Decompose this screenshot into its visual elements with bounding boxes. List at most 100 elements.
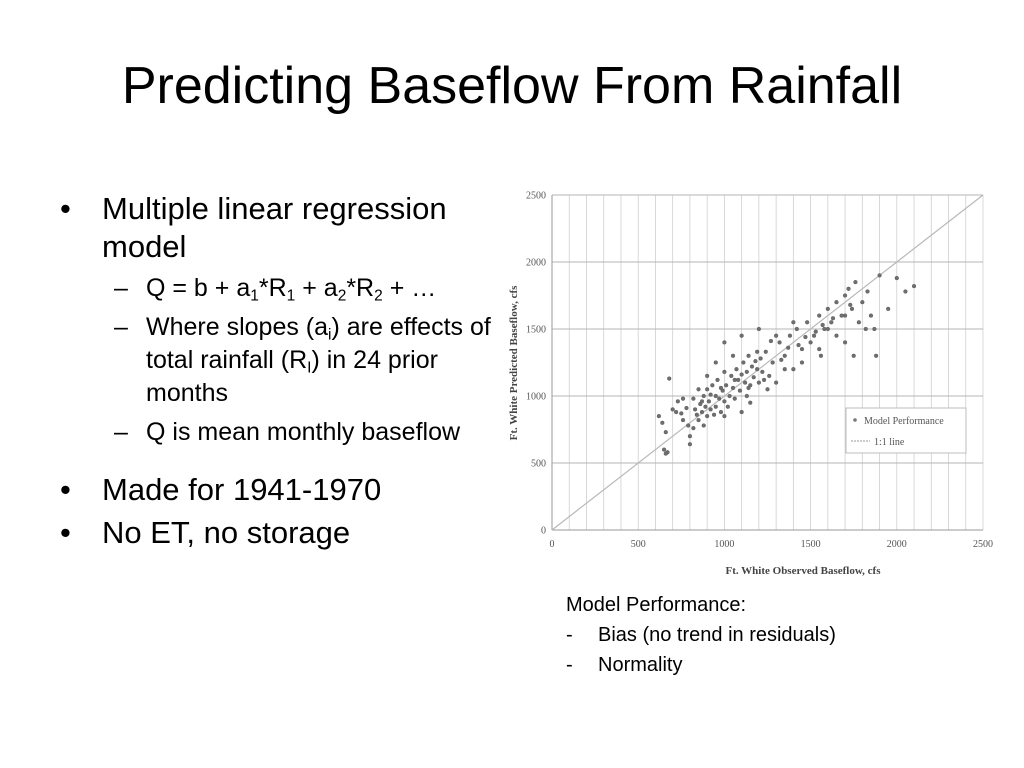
data-point bbox=[705, 414, 710, 419]
legend-marker bbox=[853, 418, 857, 422]
data-point bbox=[848, 302, 853, 307]
data-point bbox=[696, 387, 701, 392]
data-point bbox=[822, 326, 827, 332]
data-point bbox=[667, 376, 672, 381]
data-point bbox=[691, 396, 696, 401]
data-point bbox=[744, 369, 749, 374]
data-point bbox=[860, 300, 865, 305]
data-point bbox=[708, 392, 713, 397]
data-point bbox=[680, 396, 686, 401]
data-point bbox=[739, 333, 744, 338]
y-tick-label: 0 bbox=[541, 526, 546, 537]
bullet-period: • Made for 1941-1970 bbox=[60, 471, 500, 509]
data-point bbox=[749, 364, 755, 369]
data-point bbox=[842, 293, 848, 298]
data-point bbox=[829, 320, 834, 325]
data-point bbox=[820, 322, 825, 328]
data-point bbox=[675, 399, 680, 404]
data-point bbox=[744, 393, 749, 399]
data-point bbox=[865, 289, 870, 294]
data-point bbox=[722, 399, 727, 404]
data-point bbox=[851, 353, 856, 358]
data-point bbox=[687, 434, 693, 439]
data-point bbox=[696, 418, 701, 423]
data-point bbox=[691, 426, 696, 431]
data-point bbox=[811, 333, 817, 338]
data-point bbox=[842, 313, 848, 318]
data-point bbox=[725, 404, 730, 409]
data-point bbox=[777, 340, 782, 345]
data-point bbox=[799, 360, 805, 365]
data-point bbox=[701, 393, 706, 399]
scatter-chart: 0 500 1000 1500 2000 2500 0 500 1000 1500 2000 2500… bbox=[508, 191, 993, 578]
sub-bullet-dash: – bbox=[114, 417, 128, 446]
sub-bullet-dash: – bbox=[114, 312, 128, 341]
data-point bbox=[687, 442, 693, 447]
eq-plus: + a bbox=[295, 273, 338, 302]
data-point bbox=[903, 289, 908, 294]
x-tick-label: 2500 bbox=[973, 539, 993, 550]
data-point bbox=[760, 369, 765, 374]
bullet-regression: • Multiple linear regression model bbox=[60, 190, 500, 266]
sub-bullet-equation: – Q = b + a1*R1 + a2*R2 + … bbox=[60, 272, 500, 305]
data-point bbox=[748, 400, 753, 405]
eq-sub: 1 bbox=[286, 287, 296, 305]
data-point bbox=[756, 326, 761, 332]
eq-sub: 2 bbox=[374, 287, 383, 305]
data-point bbox=[670, 407, 675, 412]
x-tick-label: 1000 bbox=[714, 539, 734, 550]
chart-points bbox=[656, 273, 917, 456]
data-point bbox=[791, 367, 796, 372]
eq-r1: *R bbox=[258, 273, 287, 302]
slopes-b: ) are effects of total rainfall (R bbox=[146, 312, 491, 374]
data-point bbox=[729, 373, 734, 378]
data-point bbox=[825, 306, 830, 311]
slide-title: Predicting Baseflow From Rainfall bbox=[121, 57, 903, 115]
item-text: Normality bbox=[598, 654, 683, 676]
data-point bbox=[791, 320, 796, 325]
data-point bbox=[872, 326, 877, 332]
item-dash: - bbox=[566, 624, 573, 646]
data-point bbox=[825, 326, 830, 332]
model-performance-heading: Model Performance: bbox=[566, 594, 747, 616]
data-point bbox=[856, 320, 861, 325]
sub-bullet-q-mean: – Q is mean monthly baseflow bbox=[60, 416, 500, 449]
data-point bbox=[911, 284, 917, 289]
data-point bbox=[830, 316, 836, 321]
data-point bbox=[768, 338, 774, 344]
data-point bbox=[686, 423, 691, 428]
data-point bbox=[713, 360, 718, 365]
data-point bbox=[779, 357, 784, 362]
data-point bbox=[796, 342, 801, 348]
data-point bbox=[751, 375, 756, 380]
data-point bbox=[661, 447, 667, 452]
data-point bbox=[718, 409, 724, 415]
data-point bbox=[703, 404, 708, 409]
sub-bullet-text: Q is mean monthly baseflow bbox=[146, 417, 461, 446]
data-point bbox=[699, 399, 705, 404]
data-point bbox=[660, 420, 665, 425]
data-point bbox=[705, 387, 710, 392]
data-point bbox=[734, 367, 739, 372]
bullet-text: Made for 1941-1970 bbox=[102, 471, 382, 507]
slopes-sub: I bbox=[307, 359, 312, 377]
data-point bbox=[742, 380, 748, 385]
data-point bbox=[705, 373, 710, 378]
data-point bbox=[699, 409, 705, 415]
data-point bbox=[722, 340, 727, 345]
data-point bbox=[818, 353, 824, 358]
data-point bbox=[674, 409, 679, 415]
data-point bbox=[739, 409, 744, 415]
data-point bbox=[770, 360, 775, 365]
chart-ticks: 0 500 1000 1500 2000 2500 0 500 1000 1500 2000 2500 bbox=[526, 191, 993, 551]
data-point bbox=[813, 329, 818, 334]
data-point bbox=[739, 372, 744, 377]
eq-end: + … bbox=[382, 273, 437, 302]
data-point bbox=[863, 326, 868, 332]
data-point bbox=[713, 393, 718, 399]
bullet-dot: • bbox=[60, 191, 71, 226]
bullet-dot: • bbox=[60, 515, 71, 551]
slopes-c: ) in 24 prior months bbox=[146, 345, 438, 407]
data-point bbox=[727, 393, 732, 399]
